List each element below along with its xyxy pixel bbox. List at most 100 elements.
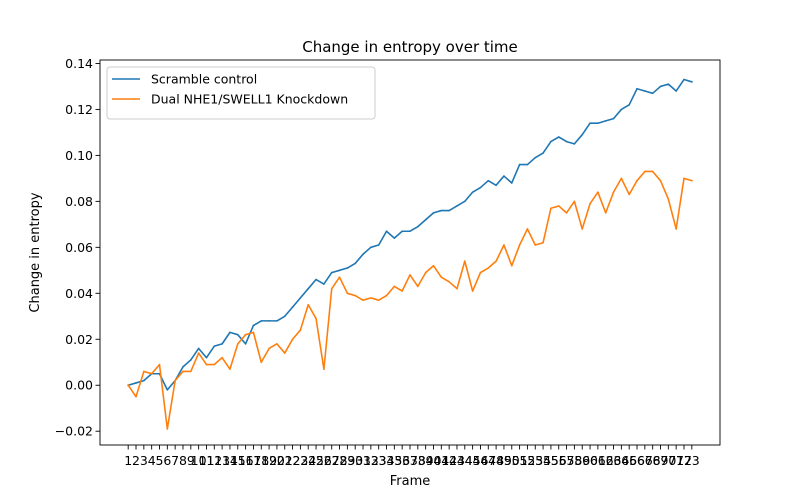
x-tick-label: 34 — [379, 453, 395, 468]
data-point — [424, 218, 427, 221]
x-tick-label: 67 — [637, 453, 653, 468]
x-tick-label: 16 — [238, 453, 254, 468]
data-point — [691, 179, 693, 182]
x-tick-label: 44 — [457, 453, 473, 468]
legend-label: Dual NHE1/SWELL1 Knockdown — [151, 92, 348, 107]
x-tick-label: 60 — [582, 453, 598, 468]
x-tick-label: 46 — [473, 453, 489, 468]
x-tick-label: 39 — [418, 453, 434, 468]
data-point — [440, 209, 443, 212]
data-point — [190, 370, 192, 373]
data-point — [589, 122, 591, 125]
y-tick-label: 0.02 — [65, 332, 93, 347]
data-point — [244, 333, 247, 336]
data-point — [276, 343, 278, 345]
data-point — [135, 395, 137, 398]
chart-title: Change in entropy over time — [302, 38, 518, 56]
x-tick-label: 62 — [598, 453, 614, 468]
data-point — [557, 205, 560, 207]
data-point — [377, 244, 380, 246]
x-tick-label: 36 — [394, 453, 410, 468]
data-point — [495, 184, 497, 187]
data-point — [354, 294, 357, 297]
data-point — [393, 237, 396, 239]
data-point — [283, 352, 286, 354]
data-point — [323, 368, 325, 370]
x-tick-label: 70 — [660, 453, 676, 468]
x-tick-label: 12 — [206, 453, 222, 468]
x-tick-label: 48 — [488, 453, 504, 468]
x-tick-label: 25 — [308, 453, 324, 468]
x-tick-label: 27 — [324, 453, 340, 468]
data-point — [675, 228, 677, 230]
data-point — [667, 83, 670, 85]
data-point — [158, 363, 161, 366]
y-tick-label: 0.00 — [65, 378, 93, 393]
data-point — [675, 90, 677, 92]
y-tick-label: −0.02 — [55, 424, 93, 439]
x-tick-label: 22 — [285, 453, 301, 468]
data-point — [409, 274, 411, 276]
data-point — [534, 156, 537, 159]
data-point — [221, 356, 223, 359]
data-point — [346, 267, 349, 269]
data-point — [526, 163, 529, 166]
data-point — [644, 170, 646, 173]
x-tick-label: 53 — [527, 453, 543, 468]
data-point — [550, 140, 552, 143]
data-point — [385, 230, 388, 233]
data-point — [604, 120, 607, 122]
data-point — [659, 179, 662, 182]
data-point — [456, 287, 458, 290]
x-tick-label: 26 — [316, 453, 332, 468]
legend-label: Scramble control — [151, 72, 257, 87]
x-tick-label: 73 — [684, 453, 700, 468]
data-point — [229, 368, 231, 370]
x-tick-label: 9 — [187, 453, 195, 468]
data-point — [463, 200, 466, 203]
legend-frame — [106, 66, 376, 120]
data-point — [190, 359, 192, 361]
x-tick-label: 55 — [543, 453, 559, 468]
y-tick-label: 0.12 — [65, 102, 93, 117]
legend: Scramble control Dual NHE1/SWELL1 Knockdo… — [106, 66, 376, 120]
data-point — [354, 262, 357, 265]
data-point — [236, 333, 239, 336]
data-point — [518, 244, 521, 246]
data-point — [221, 343, 223, 345]
data-point — [417, 285, 419, 288]
data-point — [581, 228, 584, 230]
data-point — [330, 287, 333, 290]
x-tick-label: 21 — [277, 453, 293, 468]
data-point — [307, 303, 310, 306]
x-tick-label: 14 — [222, 453, 238, 468]
x-tick-label: 37 — [402, 453, 418, 468]
data-point — [432, 264, 435, 267]
x-tick-label: 58 — [566, 453, 582, 468]
x-tick-label: 10 — [191, 453, 207, 468]
x-tick-label: 41 — [433, 453, 449, 468]
data-point — [463, 260, 466, 262]
data-point — [174, 379, 176, 382]
data-point — [518, 163, 521, 166]
data-point — [229, 331, 231, 334]
data-point — [346, 292, 349, 295]
x-tick-label: 68 — [645, 453, 661, 468]
x-tick-label: 11 — [199, 453, 215, 468]
data-point — [401, 290, 403, 292]
y-tick-label: 0.10 — [65, 148, 93, 163]
data-point — [409, 230, 411, 233]
x-tick-label: 31 — [355, 453, 371, 468]
data-point — [471, 290, 474, 292]
x-axis-title: Frame — [390, 474, 431, 489]
data-point — [628, 104, 630, 106]
data-point — [448, 209, 450, 212]
data-point — [417, 225, 419, 228]
data-point — [150, 372, 153, 375]
data-point — [362, 299, 364, 301]
data-point — [510, 182, 513, 184]
data-point — [487, 267, 490, 269]
data-point — [479, 271, 482, 274]
data-point — [299, 297, 302, 299]
